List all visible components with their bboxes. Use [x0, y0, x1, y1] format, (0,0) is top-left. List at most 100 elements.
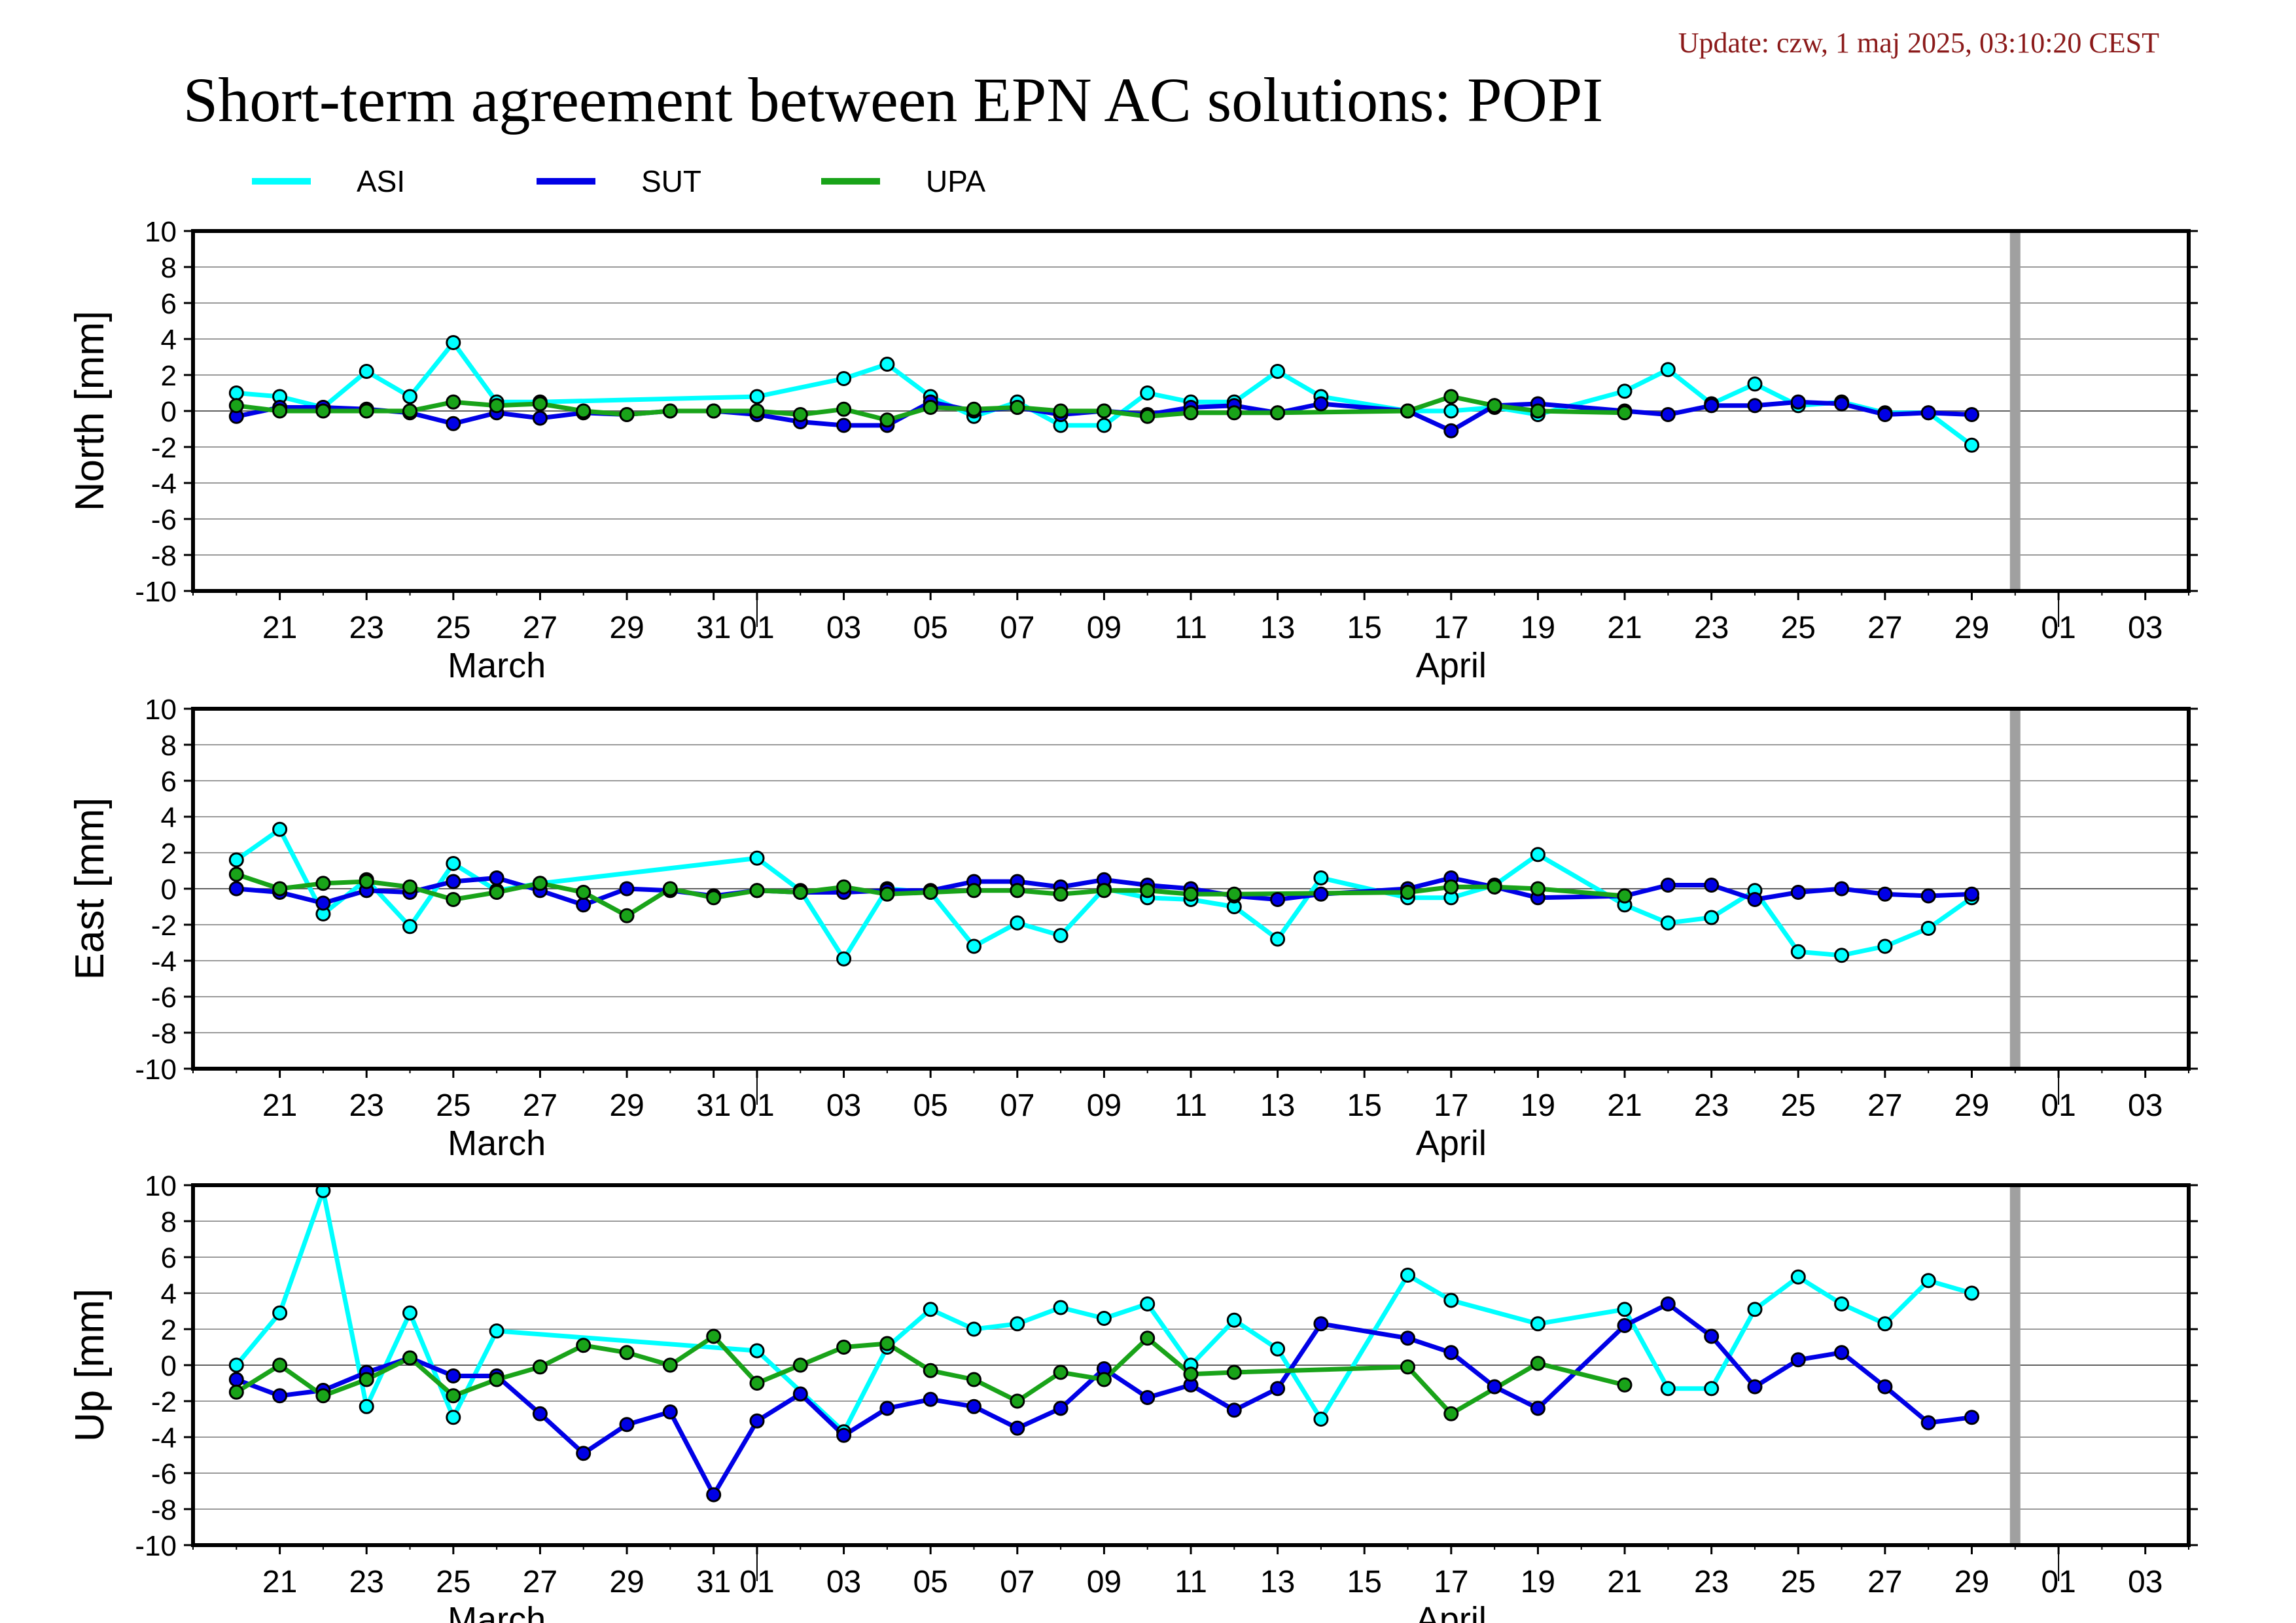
- data-point-sut: [1443, 1345, 1459, 1361]
- data-point-sut: [446, 874, 461, 889]
- data-point-asi: [446, 335, 461, 350]
- data-point-upa: [1487, 879, 1502, 895]
- x-tick-label: 15: [1347, 611, 1382, 645]
- data-point-asi: [228, 385, 244, 401]
- data-point-upa: [923, 400, 938, 415]
- data-point-upa: [706, 403, 722, 419]
- data-point-upa: [1443, 879, 1459, 895]
- x-tick-label: 25: [1781, 1565, 1816, 1599]
- x-tick-label: 23: [1694, 1565, 1729, 1599]
- data-point-sut: [836, 1427, 852, 1443]
- data-point-sut: [576, 1446, 592, 1461]
- x-tick-label: 29: [1954, 611, 1989, 645]
- data-point-upa: [966, 1372, 981, 1387]
- data-point-upa: [532, 396, 548, 412]
- y-tick-label: -2: [151, 432, 177, 464]
- data-point-sut: [1877, 407, 1893, 422]
- y-tick-label: -2: [151, 1386, 177, 1418]
- data-point-asi: [1530, 847, 1545, 863]
- y-tick-label: -6: [151, 1458, 177, 1490]
- data-point-asi: [1096, 418, 1112, 433]
- y-tick-label: -8: [151, 540, 177, 572]
- x-tick-label: 07: [1000, 1088, 1034, 1123]
- data-point-upa: [1400, 403, 1415, 419]
- x-tick-label: 01: [2041, 1565, 2075, 1599]
- data-point-upa: [662, 403, 678, 419]
- data-point-upa: [359, 874, 374, 889]
- y-tick-label: 10: [145, 216, 177, 248]
- y-tick-label: -6: [151, 504, 177, 536]
- data-point-upa: [359, 403, 374, 419]
- y-tick-label: -8: [151, 1494, 177, 1526]
- x-tick-label: 13: [1260, 1565, 1295, 1599]
- data-point-upa: [923, 885, 938, 900]
- data-point-asi: [1140, 385, 1156, 401]
- data-point-upa: [706, 890, 722, 906]
- month-label: April: [1416, 1600, 1487, 1623]
- data-point-asi: [1834, 1296, 1850, 1311]
- x-tick-label: 17: [1434, 611, 1468, 645]
- data-point-asi: [1270, 931, 1286, 947]
- y-tick-label: -6: [151, 982, 177, 1014]
- data-point-upa: [228, 866, 244, 882]
- data-point-upa: [749, 883, 765, 899]
- data-point-upa: [1053, 886, 1069, 902]
- data-point-asi: [879, 357, 895, 372]
- data-point-sut: [1660, 878, 1676, 893]
- x-tick-label: 13: [1260, 611, 1295, 645]
- x-tick-label: 05: [913, 1088, 947, 1123]
- x-tick-label: 01: [2041, 611, 2075, 645]
- data-point-sut: [619, 1417, 635, 1433]
- data-point-upa: [706, 1329, 722, 1344]
- data-point-upa: [1053, 403, 1069, 419]
- data-point-upa: [532, 1359, 548, 1375]
- x-tick-label: 01: [2041, 1088, 2075, 1123]
- data-point-upa: [836, 401, 852, 417]
- y-tick-label: -10: [135, 1530, 177, 1562]
- y-tick-label: 2: [161, 360, 177, 392]
- x-tick-label: 21: [1607, 1088, 1642, 1123]
- data-point-upa: [1096, 1372, 1112, 1387]
- y-tick-label: 0: [161, 396, 177, 428]
- panel-frame: [191, 1183, 2191, 1547]
- legend-label-sut: SUT: [641, 164, 701, 198]
- data-point-upa: [619, 1345, 635, 1361]
- panel-east: 21 23 25 27 29 31 01 03 05 07 09 11 13 15 17 19 21 23 25 27…: [67, 694, 2198, 1163]
- y-tick-label: -2: [151, 910, 177, 942]
- legend-item-sut: SUT: [537, 164, 701, 198]
- data-point-sut: [923, 1391, 938, 1407]
- panel-frame: [191, 229, 2191, 593]
- data-point-upa: [1487, 398, 1502, 414]
- data-point-upa: [792, 885, 808, 900]
- y-tick-label: 10: [145, 694, 177, 726]
- data-point-upa: [1617, 888, 1633, 904]
- data-point-upa: [836, 879, 852, 895]
- panel-up: 21 23 25 27 29 31 01 03 05 07 09 11 13 15 17 19 21 23 25 27…: [67, 1170, 2198, 1623]
- data-point-sut: [1964, 407, 1979, 422]
- data-point-sut: [446, 1368, 461, 1383]
- data-point-upa: [1096, 883, 1112, 899]
- data-point-asi: [1313, 1412, 1329, 1427]
- data-point-upa: [1226, 1364, 1242, 1380]
- data-point-upa: [489, 398, 504, 414]
- data-point-asi: [1704, 910, 1720, 925]
- legend: ASI SUT UPA: [252, 164, 985, 198]
- month-label: March: [448, 1124, 546, 1163]
- y-tick-label: -10: [135, 576, 177, 608]
- x-tick-label: 03: [826, 1088, 861, 1123]
- data-point-upa: [228, 398, 244, 414]
- data-point-asi: [1964, 1285, 1979, 1301]
- data-point-upa: [1617, 1377, 1633, 1393]
- series-group: [228, 821, 1979, 967]
- data-point-upa: [1226, 886, 1242, 902]
- data-point-upa: [1226, 405, 1242, 421]
- x-tick-label: 03: [826, 1565, 861, 1599]
- panel-north: 21 23 25 27 29 31 01 03 05 07 09 11 13 15 17 19 21 23 25 27…: [67, 216, 2198, 685]
- data-point-asi: [1790, 1269, 1806, 1285]
- data-point-asi: [1617, 383, 1633, 399]
- y-tick-label: 8: [161, 1206, 177, 1238]
- legend-label-asi: ASI: [357, 164, 405, 198]
- data-point-upa: [576, 403, 592, 419]
- data-point-sut: [532, 410, 548, 426]
- x-tick-label: 27: [1867, 1088, 1902, 1123]
